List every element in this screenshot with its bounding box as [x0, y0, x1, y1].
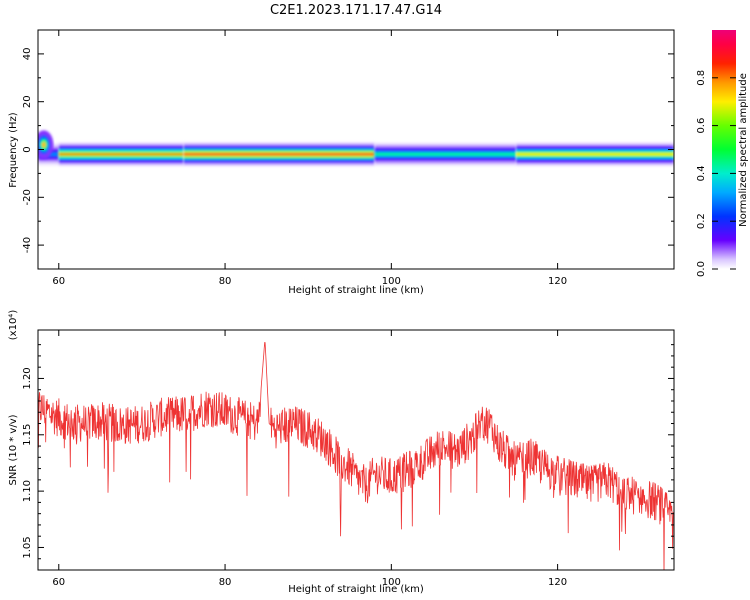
colorbar-tick-label: 0.4 — [696, 165, 707, 181]
x-tick-label: 60 — [52, 577, 65, 588]
x-tick-label: 100 — [382, 276, 401, 287]
y-tick-label: -40 — [22, 237, 33, 253]
x-tick-label: 80 — [219, 577, 232, 588]
spectral-ridge-segment — [183, 142, 375, 166]
colorbar-tick-label: 0.6 — [696, 118, 707, 134]
colorbar-ticks: 0.0 0.2 0.4 0.6 0.8 — [696, 70, 736, 277]
y-tick-label: 1.20 — [22, 367, 33, 389]
colorbar: 0.0 0.2 0.4 0.6 0.8 Normalized spectral ampl… — [696, 30, 749, 277]
snr-x-label: Height of straight line (km) — [288, 584, 424, 595]
x-tick-label: 100 — [382, 577, 401, 588]
snr-frame — [37, 329, 675, 571]
spectrogram-x-label: Height of straight line (km) — [288, 285, 424, 296]
y-tick-label: 1.10 — [22, 480, 33, 502]
spectrogram-image — [38, 130, 674, 166]
spectral-ridge-segment — [58, 142, 184, 166]
colorbar-label: Normalized spectral amplitude — [738, 73, 749, 227]
colorbar-tick-label: 0.0 — [696, 261, 707, 277]
spectrogram-axes: 60 80 100 120 40 20 0 -20 -40 — [22, 29, 674, 287]
spectral-band — [58, 153, 184, 156]
snr-line — [38, 341, 674, 570]
y-tick-label: 0 — [22, 146, 33, 152]
y-tick-label: 1.15 — [22, 424, 33, 446]
transient-band — [41, 141, 46, 148]
spectral-band — [183, 153, 375, 156]
colorbar-tick-label: 0.2 — [696, 213, 707, 229]
spectral-band — [374, 153, 517, 156]
spectral-band — [516, 153, 674, 156]
x-tick-label: 80 — [219, 276, 232, 287]
figure-title: C2E1.2023.171.17.47.G14 — [270, 3, 442, 18]
snr-multiplier: (x10⁴) — [8, 310, 19, 341]
y-tick-label: -20 — [22, 189, 33, 205]
colorbar-tick-label: 0.8 — [696, 70, 707, 86]
snr-series — [38, 341, 674, 570]
y-tick-label: 40 — [22, 48, 33, 61]
spectrogram-panel: 60 80 100 120 40 20 0 -20 -40 Height of straight… — [8, 29, 675, 296]
snr-y-label: SNR (10 * v/v) — [8, 414, 19, 485]
snr-axes: 60 80 100 120 1.05 1.10 1.15 1.20 — [22, 330, 674, 588]
colorbar-gradient — [712, 30, 736, 269]
y-tick-label: 20 — [22, 95, 33, 108]
spectral-ridge-segment — [374, 142, 517, 166]
spectrogram-y-label: Frequency (Hz) — [8, 112, 19, 188]
x-tick-label: 120 — [548, 577, 567, 588]
x-tick-label: 60 — [52, 276, 65, 287]
snr-panel: 60 80 100 120 1.05 1.10 1.15 1.20 Height of str… — [8, 310, 675, 595]
spectral-transient — [38, 130, 54, 160]
y-tick-label: 1.05 — [22, 536, 33, 558]
x-tick-label: 120 — [548, 276, 567, 287]
spectral-ridge-segment — [516, 142, 674, 166]
